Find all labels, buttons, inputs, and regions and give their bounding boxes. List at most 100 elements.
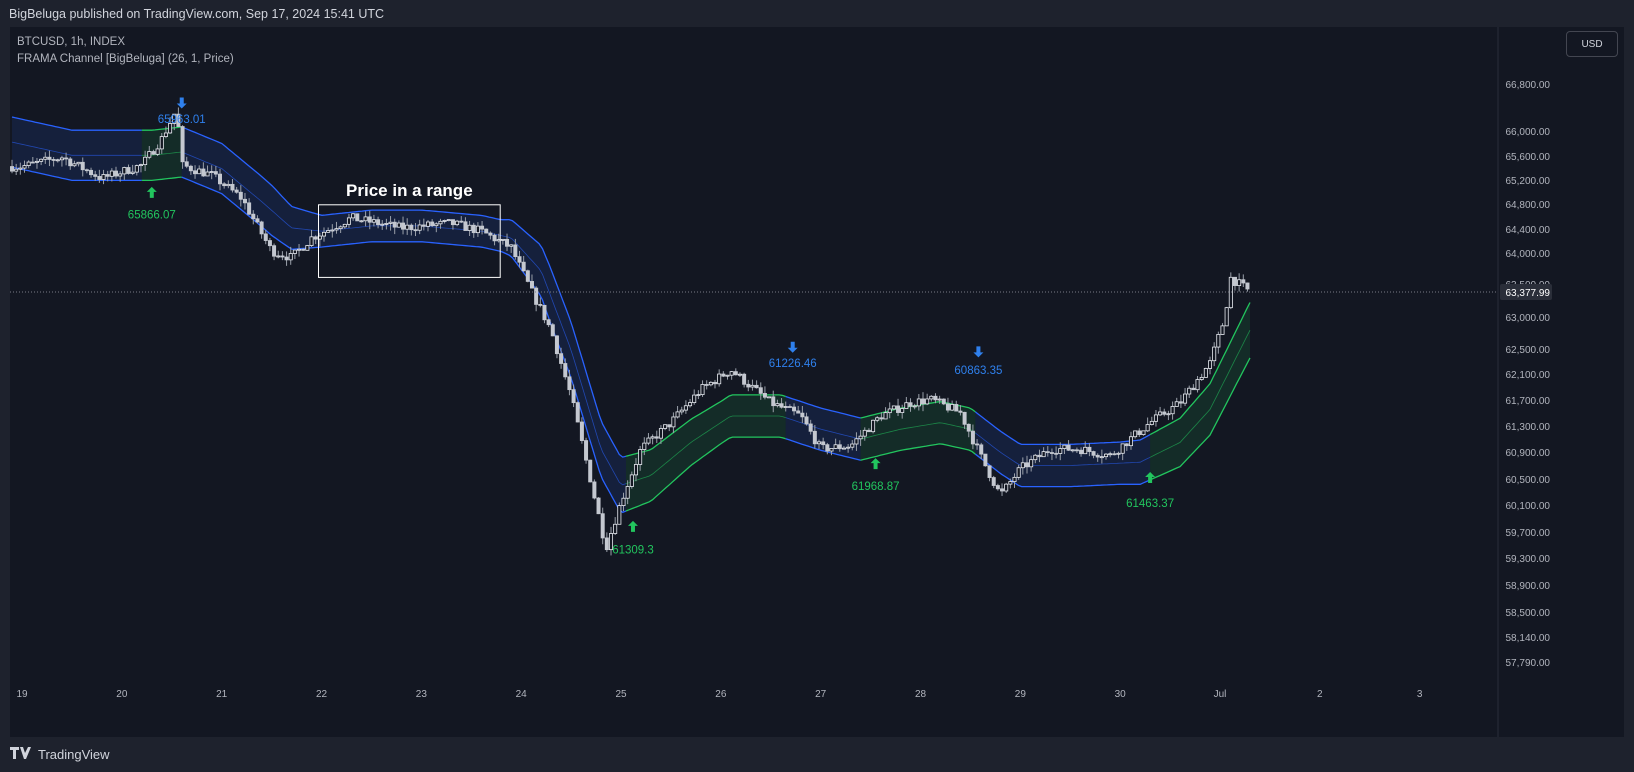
candle-body bbox=[396, 222, 401, 228]
candle-body bbox=[567, 376, 572, 391]
candle-body bbox=[929, 395, 934, 400]
candle-body bbox=[1045, 451, 1050, 454]
candle-body bbox=[163, 132, 168, 137]
candle-body bbox=[671, 416, 676, 428]
price-tick-label: 64,000.00 bbox=[1506, 249, 1551, 260]
time-tick-label: 19 bbox=[16, 689, 28, 700]
channel-upper-band bbox=[625, 394, 786, 457]
candle-body bbox=[517, 256, 522, 263]
candle-body bbox=[367, 216, 372, 223]
candle-body bbox=[434, 223, 439, 227]
candle-body bbox=[184, 161, 189, 167]
candle-body bbox=[1216, 334, 1221, 348]
candle-body bbox=[259, 221, 264, 235]
candle-body bbox=[363, 216, 368, 222]
price-tick-label: 57,790.00 bbox=[1506, 658, 1551, 669]
candle-body bbox=[263, 233, 268, 241]
candle-body bbox=[692, 394, 697, 403]
candle-body bbox=[650, 436, 655, 439]
candle-body bbox=[59, 157, 64, 161]
channel-basis-line bbox=[785, 417, 861, 440]
price-tick-label: 61,700.00 bbox=[1506, 396, 1551, 407]
channel-upper-band bbox=[1149, 302, 1251, 436]
candle-body bbox=[1178, 401, 1183, 404]
candle-body bbox=[401, 222, 406, 230]
candle-body bbox=[1162, 411, 1167, 415]
candle-body bbox=[883, 412, 888, 420]
signal-label: 61226.46 bbox=[769, 358, 817, 370]
candle-body bbox=[987, 465, 992, 478]
candle-body bbox=[168, 123, 173, 134]
candle-body bbox=[492, 234, 497, 242]
candle-body bbox=[950, 404, 955, 411]
candle-body bbox=[821, 441, 826, 446]
candle-body bbox=[197, 168, 202, 175]
candle-body bbox=[463, 221, 468, 231]
price-chart[interactable]: Price in a range 65963.01 65866.07 61226.46… bbox=[10, 27, 1624, 737]
currency-button[interactable]: USD bbox=[1566, 31, 1618, 57]
candle-body bbox=[854, 438, 859, 445]
candle-body bbox=[1237, 279, 1242, 286]
price-tick-label: 62,500.00 bbox=[1506, 345, 1551, 356]
candle-body bbox=[1153, 414, 1158, 422]
candle-body bbox=[995, 485, 1000, 490]
candle-body bbox=[1062, 444, 1067, 449]
candle-body bbox=[1054, 452, 1059, 455]
channel-lower-band bbox=[1149, 357, 1251, 481]
candle-body bbox=[488, 232, 493, 236]
channel-basis-line bbox=[11, 141, 142, 156]
candle-body bbox=[301, 248, 306, 251]
time-tick-label: 24 bbox=[516, 689, 528, 700]
bullish-signal: 61968.87 bbox=[852, 458, 900, 493]
candle-body bbox=[409, 224, 414, 231]
candle-body bbox=[1066, 444, 1071, 451]
candle-body bbox=[1174, 401, 1179, 407]
candle-body bbox=[966, 423, 971, 432]
candle-body bbox=[983, 453, 988, 467]
candle-body bbox=[209, 171, 214, 173]
footer: TradingView bbox=[10, 740, 110, 768]
candle-body bbox=[1128, 436, 1133, 447]
candle-body bbox=[787, 406, 792, 408]
candle-body bbox=[758, 387, 763, 394]
range-box bbox=[318, 204, 501, 278]
candle-body bbox=[596, 497, 601, 515]
candle-body bbox=[89, 169, 94, 176]
candle-body bbox=[783, 406, 788, 408]
candle-body bbox=[114, 170, 119, 177]
candle-body bbox=[1149, 420, 1154, 425]
last-price-tag bbox=[1500, 284, 1552, 301]
candle-body bbox=[704, 384, 709, 386]
candle-body bbox=[267, 240, 272, 247]
candle-body bbox=[1070, 449, 1075, 452]
signal-label: 61968.87 bbox=[852, 481, 900, 493]
candle-body bbox=[93, 174, 98, 177]
time-tick-label: 22 bbox=[316, 689, 328, 700]
candle-body bbox=[180, 126, 185, 163]
candle-body bbox=[1083, 446, 1088, 455]
candle-body bbox=[563, 363, 568, 378]
candle-body bbox=[571, 389, 576, 404]
candle-body bbox=[696, 394, 701, 397]
candle-body bbox=[471, 224, 476, 234]
candle-body bbox=[51, 159, 56, 161]
candle-body bbox=[846, 446, 851, 449]
candle-body bbox=[717, 373, 722, 385]
candle-body bbox=[68, 158, 73, 167]
chart-pane[interactable]: Price in a range 65963.01 65866.07 61226.46… bbox=[10, 27, 1624, 737]
candle-body bbox=[663, 424, 668, 429]
price-tick-label: 64,400.00 bbox=[1506, 225, 1551, 236]
candle-body bbox=[1058, 448, 1063, 454]
candle-body bbox=[500, 238, 505, 241]
candle-body bbox=[779, 403, 784, 408]
candle-body bbox=[920, 398, 925, 405]
candle-body bbox=[1158, 411, 1163, 416]
candle-body bbox=[550, 324, 555, 337]
candle-body bbox=[1008, 481, 1013, 485]
price-tick-label: 59,700.00 bbox=[1506, 528, 1551, 539]
candle-body bbox=[513, 244, 518, 258]
candle-body bbox=[392, 221, 397, 228]
time-tick-label: 30 bbox=[1115, 689, 1127, 700]
candle-body bbox=[654, 436, 659, 439]
price-tick-label: 58,500.00 bbox=[1506, 608, 1551, 619]
